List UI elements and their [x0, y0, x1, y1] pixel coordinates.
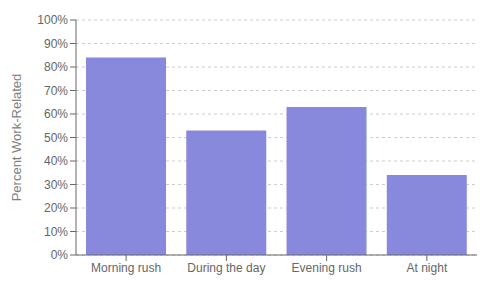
svg-text:Evening rush: Evening rush: [292, 261, 362, 275]
svg-text:30%: 30%: [44, 178, 68, 192]
svg-text:60%: 60%: [44, 107, 68, 121]
svg-text:Morning rush: Morning rush: [91, 261, 161, 275]
svg-text:During the day: During the day: [187, 261, 265, 275]
svg-text:20%: 20%: [44, 201, 68, 215]
svg-text:10%: 10%: [44, 225, 68, 239]
svg-text:0%: 0%: [51, 248, 69, 262]
svg-text:40%: 40%: [44, 154, 68, 168]
svg-text:80%: 80%: [44, 60, 68, 74]
svg-text:90%: 90%: [44, 37, 68, 51]
svg-text:70%: 70%: [44, 84, 68, 98]
svg-text:Percent Work-Related: Percent Work-Related: [9, 74, 24, 202]
svg-text:At night: At night: [407, 261, 448, 275]
svg-text:50%: 50%: [44, 131, 68, 145]
svg-text:100%: 100%: [37, 13, 68, 27]
